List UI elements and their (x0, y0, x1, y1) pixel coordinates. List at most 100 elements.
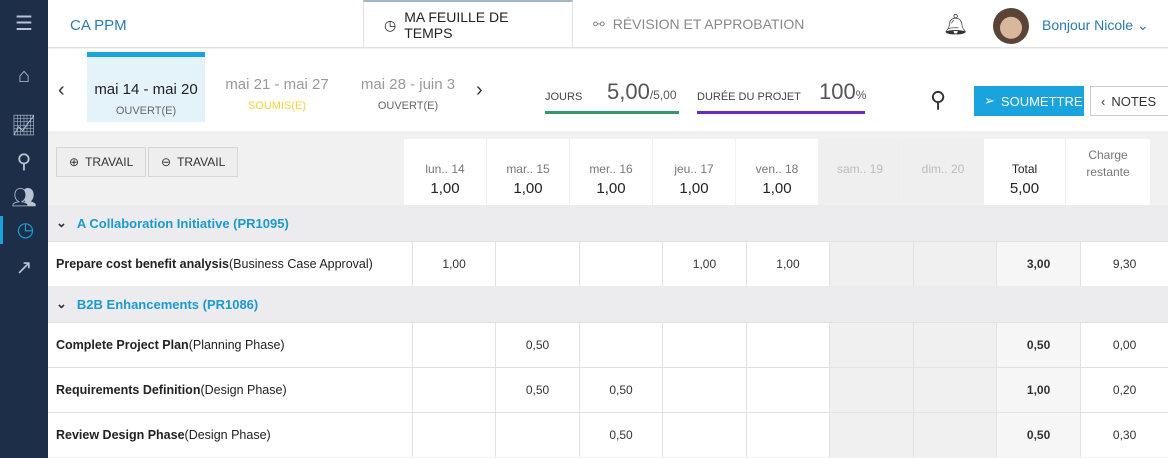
hours-cell[interactable] (578, 242, 662, 286)
total-value: 5,00 (1009, 180, 1040, 197)
hours-cell[interactable] (662, 413, 745, 457)
task-title: Requirements Definition (56, 383, 201, 397)
hours-cell[interactable] (912, 413, 997, 457)
hours-cell[interactable] (829, 323, 913, 367)
sidebar: ☰ ⌂ 📈︎ ⚲ 👥︎ ◷ ↗ (0, 0, 48, 458)
hours-cell[interactable] (411, 323, 495, 367)
remaining-header: Charge restante (1066, 139, 1150, 207)
prev-week-arrow[interactable]: ‹ (58, 79, 65, 101)
team-icon[interactable]: 👥︎ (11, 187, 37, 209)
notes-button[interactable]: ‹ NOTES (1090, 86, 1168, 116)
hours-cell[interactable]: 0,50 (578, 368, 662, 412)
day-total: 1,00 (596, 180, 626, 197)
hours-cell[interactable]: 1,00 (745, 242, 829, 286)
hours-cell[interactable] (829, 413, 913, 457)
project-name: A Collaboration Initiative (PR1095) (76, 215, 289, 231)
workflow-icon: ⚯ (593, 15, 605, 32)
hours-cell[interactable]: 1,00 (662, 242, 745, 286)
bell-icon[interactable]: 🔔︎ (943, 14, 969, 36)
task-row: Requirements Definition(Design Phase) 0,5… (48, 367, 1168, 412)
project-name: B2B Enhancements (PR1086) (76, 296, 259, 312)
days-value: 5,00 (607, 79, 650, 104)
hours-cell[interactable] (912, 242, 997, 286)
timesheet-clock-icon[interactable]: ◷ (0, 216, 48, 244)
task-title: Prepare cost benefit analysis (56, 257, 229, 271)
task-name: Prepare cost benefit analysis(Business C… (48, 257, 412, 271)
week-status: OUVERT(E) (377, 100, 439, 112)
next-week-arrow[interactable]: › (476, 79, 483, 101)
avatar[interactable] (993, 8, 1029, 44)
remaining-cell[interactable]: 0,00 (1080, 323, 1168, 367)
day-total: 1,00 (430, 180, 460, 197)
tab-my-timesheet[interactable]: ◷ MA FEUILLE DE TEMPS (363, 0, 573, 48)
day-label: lun.. 14 (425, 162, 465, 176)
remaining-label: Charge restante (1086, 148, 1130, 179)
hours-cell[interactable] (411, 368, 495, 412)
week-2[interactable]: mai 28 - juin 3 OUVERT(E) (349, 52, 467, 122)
duration-progress-bar (697, 111, 865, 114)
remaining-cell[interactable]: 0,30 (1080, 413, 1168, 457)
task-name: Complete Project Plan(Planning Phase) (48, 338, 412, 352)
hours-cell[interactable] (745, 413, 829, 457)
hours-cell[interactable] (829, 368, 913, 412)
hours-cell[interactable] (662, 323, 745, 367)
tab-review-approval[interactable]: ⚯ RÉVISION ET APPROBATION (573, 0, 824, 48)
chevron-down-icon[interactable]: ⌄ (56, 215, 67, 230)
total-header: Total 5,00 (984, 139, 1065, 207)
plus-circle-icon: ⊕ (69, 155, 80, 169)
remaining-cell[interactable]: 9,30 (1080, 242, 1168, 286)
day-label: mar.. 15 (506, 162, 550, 176)
days-progress-bar (545, 111, 679, 114)
day-label: mer.. 16 (589, 162, 633, 176)
hours-cell[interactable] (829, 242, 913, 286)
day-header: sam.. 19 (819, 139, 901, 207)
hours-cell[interactable] (662, 368, 745, 412)
submit-label: SOUMETTRE (1000, 93, 1083, 109)
hours-cell[interactable] (745, 368, 829, 412)
hours-cell[interactable] (578, 323, 662, 367)
day-header: ven.. 18 1,00 (736, 139, 818, 207)
hours-cell[interactable] (495, 242, 578, 286)
hours-cell[interactable] (495, 413, 578, 457)
submit-button[interactable]: ➢ SOUMETTRE (974, 86, 1084, 116)
task-title: Review Design Phase (56, 428, 185, 442)
hours-cell[interactable] (912, 323, 997, 367)
hours-cell[interactable]: 1,00 (411, 242, 495, 286)
project-group[interactable]: ⌄ B2B Enhancements (PR1086) (48, 286, 1168, 322)
minus-circle-icon: ⊖ (161, 155, 172, 169)
task-row: Review Design Phase(Design Phase) 0,50 0,5… (48, 412, 1168, 457)
send-icon: ➢ (984, 93, 995, 108)
top-bar: CA PPM ◷ MA FEUILLE DE TEMPS ⚯ RÉVISION ET… (48, 0, 1168, 48)
hours-cell[interactable] (912, 368, 997, 412)
add-work-label: TRAVAIL (85, 155, 134, 169)
hours-cell[interactable] (745, 323, 829, 367)
week-status: OUVERT(E) (115, 105, 177, 117)
week-0[interactable]: mai 14 - mai 20 OUVERT(E) (87, 52, 205, 122)
task-phase: (Business Case Approval) (229, 257, 373, 271)
task-row: Prepare cost benefit analysis(Business C… (48, 241, 1168, 286)
hours-cell[interactable] (411, 413, 495, 457)
day-header: dim.. 20 (902, 139, 984, 207)
week-status: SOUMIS(E) (247, 100, 307, 112)
project-group[interactable]: ⌄ A Collaboration Initiative (PR1095) (48, 205, 1168, 241)
day-label: ven.. 18 (755, 162, 799, 176)
add-work-button[interactable]: ⊕ TRAVAIL (56, 147, 147, 177)
user-menu[interactable]: Bonjour Nicole ⌄ (1042, 17, 1149, 34)
remaining-cell[interactable]: 0,20 (1080, 368, 1168, 412)
chevron-down-icon[interactable]: ⌄ (56, 296, 67, 311)
home-icon[interactable]: ⌂ (17, 65, 31, 87)
resource-icon[interactable]: ⚲ (16, 151, 32, 173)
hours-cell[interactable]: 0,50 (495, 368, 578, 412)
timesheet-header: ‹ mai 14 - mai 20 OUVERT(E) mai 21 - mai 2… (48, 49, 1168, 131)
chart-icon[interactable]: 📈︎ (11, 115, 37, 137)
export-icon[interactable]: ↗ (15, 257, 33, 279)
week-1[interactable]: mai 21 - mai 27 SOUMIS(E) (218, 52, 336, 122)
task-title: Complete Project Plan (56, 338, 189, 352)
remove-work-button[interactable]: ⊖ TRAVAIL (148, 147, 239, 177)
hours-cell[interactable]: 0,50 (578, 413, 662, 457)
menu-icon[interactable]: ☰ (15, 13, 33, 35)
chevron-down-icon: ⌄ (1136, 17, 1149, 33)
hours-cell[interactable]: 0,50 (495, 323, 578, 367)
resource-search-icon[interactable]: ⚲ (930, 87, 947, 112)
task-total: 0,50 (996, 323, 1081, 367)
